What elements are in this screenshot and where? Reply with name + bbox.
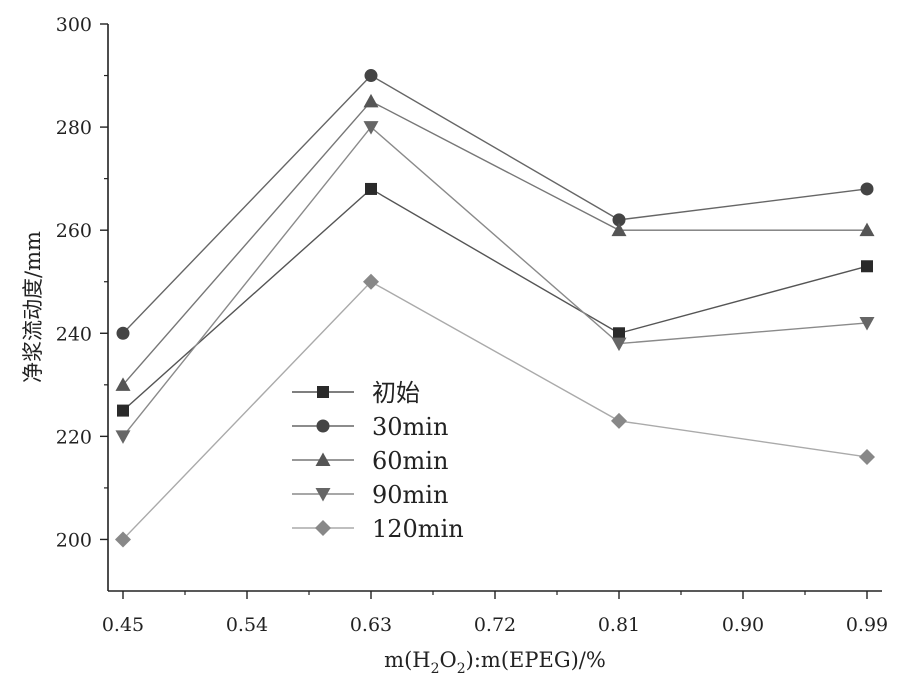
y-tick-label: 220	[56, 426, 92, 448]
data-point	[117, 404, 129, 417]
ticks: 200 220 240 260 280 300 0.45 0.54 0.63 0.72 0.81 0.…	[56, 14, 888, 636]
x-axis-title-subscript: 2	[457, 661, 466, 677]
y-axis-title: 净浆流动度/mm	[21, 231, 45, 383]
data-point	[611, 412, 627, 429]
legend-label: 90min	[372, 481, 448, 509]
legend-marker	[317, 386, 329, 398]
data-point	[611, 222, 627, 237]
legend-marker	[315, 488, 331, 502]
legend-marker	[315, 520, 331, 536]
data-point	[859, 316, 875, 331]
legend-label: 120min	[372, 515, 464, 543]
data-point	[115, 430, 131, 444]
data-point	[364, 69, 378, 83]
legend-label: 60min	[372, 447, 448, 475]
data-point	[859, 448, 875, 465]
y-tick-label: 240	[56, 323, 92, 345]
legend-item: 120min	[292, 515, 464, 543]
x-tick-label: 0.81	[598, 614, 640, 636]
axes	[107, 24, 882, 592]
data-point	[115, 377, 131, 391]
series-2	[115, 93, 875, 391]
data-point	[612, 213, 626, 227]
y-tick-label: 300	[56, 14, 92, 36]
data-point	[116, 326, 130, 340]
legend-marker	[315, 452, 331, 466]
x-tick-label: 0.54	[226, 614, 268, 636]
legend-item: 30min	[292, 413, 448, 441]
legend-item: 初始	[292, 379, 420, 407]
y-tick-label: 260	[56, 220, 92, 242]
data-point	[611, 337, 627, 352]
data-point	[861, 260, 873, 273]
series-3	[115, 121, 875, 444]
series-line	[122, 188, 868, 412]
data-point	[613, 327, 625, 340]
y-tick-label: 200	[56, 529, 92, 551]
legend: 初始 30min 60min 90min 120min	[292, 379, 464, 543]
x-axis-title-subscript: 2	[431, 661, 440, 677]
legend-label: 初始	[372, 379, 420, 407]
y-tick-label: 280	[56, 117, 92, 139]
legend-item: 60min	[292, 447, 448, 475]
x-tick-label: 0.99	[846, 614, 888, 636]
series-line	[122, 100, 867, 386]
data-point	[115, 531, 131, 548]
series-0	[117, 182, 873, 417]
x-tick-label: 0.63	[350, 614, 392, 636]
data-point	[860, 182, 874, 196]
legend-marker	[316, 419, 330, 433]
series-1	[116, 69, 874, 340]
data-point	[363, 273, 379, 290]
data-point	[859, 222, 875, 237]
x-axis-title-part: ):m(EPEG)/%	[466, 648, 606, 672]
data-point	[363, 121, 379, 135]
x-tick-label: 0.45	[102, 614, 144, 636]
legend-label: 30min	[372, 413, 448, 441]
data-point	[363, 93, 379, 108]
x-axis-title: m(H2O2):m(EPEG)/%	[384, 648, 606, 677]
series-4	[115, 273, 875, 548]
legend-item: 90min	[292, 481, 448, 509]
data-point	[365, 182, 377, 195]
series-layer	[115, 69, 875, 548]
series-line	[122, 280, 868, 540]
x-axis-title-part: O	[440, 648, 457, 672]
series-line	[122, 126, 868, 437]
x-tick-label: 0.90	[722, 614, 764, 636]
x-axis-title-part: m(H	[384, 648, 430, 672]
x-tick-label: 0.72	[474, 614, 516, 636]
series-line	[122, 74, 868, 334]
